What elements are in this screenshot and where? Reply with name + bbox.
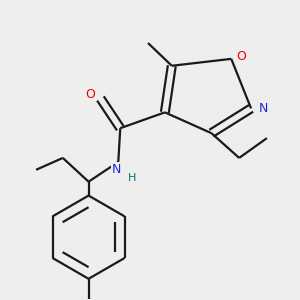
Text: O: O xyxy=(236,50,246,63)
Text: N: N xyxy=(112,163,121,176)
Text: N: N xyxy=(258,102,268,115)
Text: H: H xyxy=(128,173,136,183)
Text: O: O xyxy=(85,88,95,101)
